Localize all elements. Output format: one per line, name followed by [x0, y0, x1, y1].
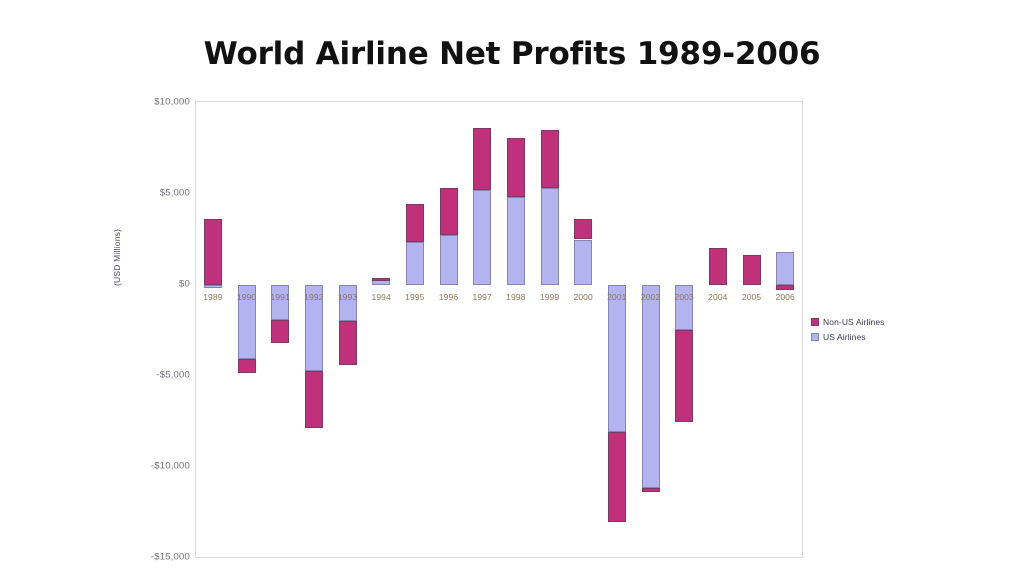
bar-segment-us-airlines[interactable] — [304, 285, 323, 371]
bar-segment-us-airlines[interactable] — [271, 285, 290, 320]
bar-group[interactable] — [574, 102, 593, 557]
bar-segment-non-us-airlines[interactable] — [271, 319, 290, 344]
legend-swatch-icon — [811, 317, 819, 326]
page-title: World Airline Net Profits 1989-2006 — [203, 36, 821, 72]
bar-group[interactable] — [271, 102, 290, 557]
bar-segment-us-airlines[interactable] — [237, 285, 256, 359]
y-axis-tick-label: -$15,000 — [150, 551, 190, 563]
legend-item[interactable]: Non-US Airlines — [811, 315, 941, 328]
bar-segment-us-airlines[interactable] — [506, 196, 525, 285]
bar-segment-us-airlines[interactable] — [540, 187, 559, 285]
x-axis-tick-label: 1996 — [438, 292, 459, 302]
x-axis-tick-label: 1994 — [371, 292, 391, 302]
bar-segment-non-us-airlines[interactable] — [506, 137, 525, 197]
x-axis-tick-label: 1993 — [337, 292, 358, 302]
x-axis-tick-label: 2000 — [573, 292, 593, 302]
bar-segment-non-us-airlines[interactable] — [540, 130, 559, 188]
chart-legend: Non-US Airlines US Airlines — [811, 315, 941, 345]
x-axis-tick-label: 2005 — [741, 292, 762, 302]
bar-group[interactable] — [540, 102, 559, 557]
bar-segment-us-airlines[interactable] — [338, 285, 357, 322]
bar-group[interactable] — [742, 102, 761, 557]
bar-segment-us-airlines[interactable] — [607, 285, 626, 433]
bar-group[interactable] — [439, 102, 458, 557]
bar-segment-us-airlines[interactable] — [473, 190, 492, 285]
bar-group[interactable] — [304, 102, 323, 557]
bar-segment-non-us-airlines[interactable] — [304, 370, 323, 428]
bar-segment-non-us-airlines[interactable] — [742, 254, 761, 285]
bar-segment-non-us-airlines[interactable] — [405, 204, 424, 243]
x-axis-tick-label: 1998 — [506, 292, 526, 302]
bar-segment-us-airlines[interactable] — [574, 239, 593, 285]
bar-group[interactable] — [506, 102, 525, 557]
legend-item[interactable]: US Airlines — [811, 330, 941, 343]
bar-segment-us-airlines[interactable] — [641, 285, 660, 488]
bar-segment-non-us-airlines[interactable] — [439, 187, 458, 235]
bar-group[interactable] — [338, 102, 357, 557]
bar-group[interactable] — [607, 102, 626, 557]
bar-segment-non-us-airlines[interactable] — [338, 321, 357, 366]
legend-item-label: US Airlines — [823, 331, 866, 342]
x-axis-tick-label: 1989 — [203, 292, 223, 302]
bar-group[interactable] — [372, 102, 391, 557]
bar-segment-us-airlines[interactable] — [405, 242, 424, 285]
bar-segment-non-us-airlines[interactable] — [776, 285, 795, 290]
bar-segment-non-us-airlines[interactable] — [675, 329, 694, 423]
y-axis-tick-label: $10,000 — [154, 96, 190, 108]
x-axis-tick-label: 1992 — [304, 292, 324, 302]
x-axis-tick-label: 2002 — [640, 292, 661, 302]
y-axis-tick-label: $0 — [179, 278, 190, 290]
bar-segment-non-us-airlines[interactable] — [473, 128, 492, 191]
bar-group[interactable] — [237, 102, 256, 557]
y-axis-tick-label: -$10,000 — [150, 460, 190, 472]
bar-segment-non-us-airlines[interactable] — [574, 219, 593, 240]
bar-segment-us-airlines[interactable] — [675, 285, 694, 330]
bar-group[interactable] — [473, 102, 492, 557]
x-axis-tick-label: 1991 — [270, 292, 290, 302]
bar-segment-us-airlines[interactable] — [203, 285, 222, 288]
bar-segment-non-us-airlines[interactable] — [708, 247, 727, 285]
x-axis-tick-label: 2004 — [708, 292, 728, 302]
x-axis-tick-label: 2006 — [775, 292, 795, 302]
x-axis-tick-label: 1999 — [539, 292, 560, 302]
bar-segment-non-us-airlines[interactable] — [203, 218, 222, 285]
bar-group[interactable] — [203, 102, 222, 557]
x-axis-tick-label: 1990 — [236, 292, 257, 302]
bar-segment-non-us-airlines[interactable] — [372, 277, 391, 281]
bar-segment-us-airlines[interactable] — [776, 252, 795, 285]
bar-segment-us-airlines[interactable] — [372, 280, 391, 285]
y-axis-ticks: $10,000 $5,000 $0 -$5,000 -$10,000 -$15,000 — [52, 97, 190, 563]
x-axis-tick-label: 1995 — [405, 292, 425, 302]
bar-segment-non-us-airlines[interactable] — [237, 358, 256, 374]
legend-swatch-icon — [811, 332, 819, 341]
legend-item-label: Non-US Airlines — [823, 316, 885, 327]
bar-group[interactable] — [708, 102, 727, 557]
bar-segment-us-airlines[interactable] — [439, 234, 458, 285]
y-axis-tick-label: $5,000 — [159, 187, 190, 199]
x-axis-tick-label: 2001 — [607, 292, 627, 302]
x-axis-tick-label: 1997 — [472, 292, 492, 302]
plot-area — [195, 101, 803, 558]
x-axis-tick-label: 2003 — [674, 292, 694, 302]
bar-segment-non-us-airlines[interactable] — [641, 487, 660, 493]
y-axis-tick-label: -$5,000 — [156, 369, 190, 381]
bar-segment-non-us-airlines[interactable] — [607, 432, 626, 522]
bar-group[interactable] — [641, 102, 660, 557]
bar-group[interactable] — [675, 102, 694, 557]
bar-group[interactable] — [405, 102, 424, 557]
bar-group[interactable] — [776, 102, 795, 557]
bar-series-container: 1989 1990 1991 1992 1993 1994 1995 1996 1997 1998… — [196, 102, 802, 557]
